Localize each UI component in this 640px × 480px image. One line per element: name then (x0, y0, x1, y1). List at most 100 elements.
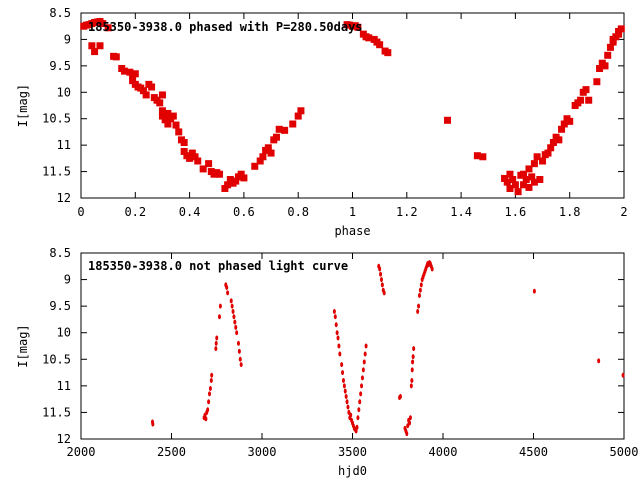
data-point (360, 383, 364, 389)
data-point (251, 162, 259, 170)
data-point (582, 86, 590, 94)
data-point (215, 170, 223, 178)
data-point (361, 367, 365, 373)
data-point (362, 359, 366, 365)
data-point (379, 277, 383, 283)
data-point (398, 393, 402, 399)
y-tick-label: 10.5 (42, 352, 71, 366)
data-point (112, 53, 120, 61)
data-point (256, 157, 264, 165)
data-point (340, 362, 344, 368)
data-point (96, 42, 104, 50)
data-point (411, 359, 415, 365)
data-point (148, 83, 156, 91)
data-point (158, 91, 166, 99)
x-tick-label: 0.4 (179, 205, 201, 219)
data-point (335, 330, 339, 336)
data-point (341, 370, 345, 376)
data-point (333, 314, 337, 320)
data-point (131, 70, 139, 78)
data-point (224, 181, 232, 189)
data-point (539, 157, 547, 165)
data-point (509, 176, 517, 183)
data-point (289, 120, 297, 128)
data-point (104, 24, 112, 32)
x-tick-label: 1.4 (450, 205, 472, 219)
data-point (503, 178, 511, 186)
data-point (337, 343, 341, 349)
data-point (151, 421, 155, 427)
y-tick-label: 11 (57, 379, 71, 393)
data-point (479, 153, 487, 161)
data-point (525, 165, 533, 173)
y-axis-title: I[mag] (16, 324, 30, 367)
data-point (240, 174, 248, 182)
data-point (161, 116, 169, 124)
data-point (354, 23, 362, 31)
x-tick-label: 5000 (610, 445, 639, 459)
data-point (412, 346, 416, 352)
data-point (430, 266, 434, 272)
data-point (506, 184, 514, 192)
data-point (341, 378, 345, 384)
data-point (233, 319, 237, 325)
data-point (530, 160, 538, 168)
data-point (411, 354, 415, 360)
data-point (606, 43, 614, 51)
data-point (566, 117, 574, 125)
data-point (558, 125, 566, 133)
unphased-light-curve-panel: 2000 2500 3000 3500 4000 4500 5000 8.5 9 9.5 10 10.… (16, 246, 638, 478)
data-point (544, 149, 552, 157)
data-point (88, 42, 96, 50)
x-axis-title: hjd0 (338, 464, 367, 478)
data-point (596, 65, 604, 72)
y-tick-label: 11 (57, 138, 71, 152)
data-point (229, 298, 233, 304)
data-point (416, 308, 420, 314)
data-point (164, 109, 172, 117)
data-point (281, 126, 289, 134)
data-point (418, 287, 422, 293)
chart-title: 185350-3938.0 phased with P=280.50days (88, 20, 363, 34)
x-tick-label: 0.6 (233, 205, 255, 219)
data-point (208, 386, 212, 392)
data-point (139, 87, 147, 95)
data-point (511, 181, 519, 189)
y-tick-label: 11.5 (42, 165, 71, 179)
data-point (208, 391, 212, 397)
data-point (409, 383, 413, 389)
y-tick-label: 10.5 (42, 112, 71, 126)
data-point (91, 48, 99, 56)
data-point (419, 282, 423, 288)
data-point (207, 399, 211, 405)
x-tick-label: 1.8 (559, 205, 581, 219)
data-point (234, 324, 238, 330)
data-point (164, 120, 172, 128)
data-point (379, 271, 383, 277)
data-point (530, 178, 538, 186)
data-point (360, 375, 364, 381)
data-point (349, 412, 353, 418)
data-point (236, 340, 240, 346)
y-tick-label: 9.5 (49, 299, 71, 313)
data-point (156, 99, 164, 107)
data-point (609, 35, 617, 43)
data-point (356, 415, 360, 421)
x-tick-label: 4000 (429, 445, 458, 459)
data-point (158, 107, 166, 115)
data-point (142, 91, 150, 99)
data-point (214, 346, 218, 352)
data-point (191, 153, 199, 161)
data-point (264, 144, 272, 152)
data-point (188, 149, 196, 157)
data-point (358, 399, 362, 405)
data-point (217, 314, 221, 320)
data-point (547, 144, 555, 152)
data-point (210, 372, 214, 378)
data-point (272, 133, 280, 141)
data-point (218, 303, 222, 309)
data-point (204, 416, 208, 422)
data-point (417, 303, 421, 309)
data-point (621, 372, 625, 378)
